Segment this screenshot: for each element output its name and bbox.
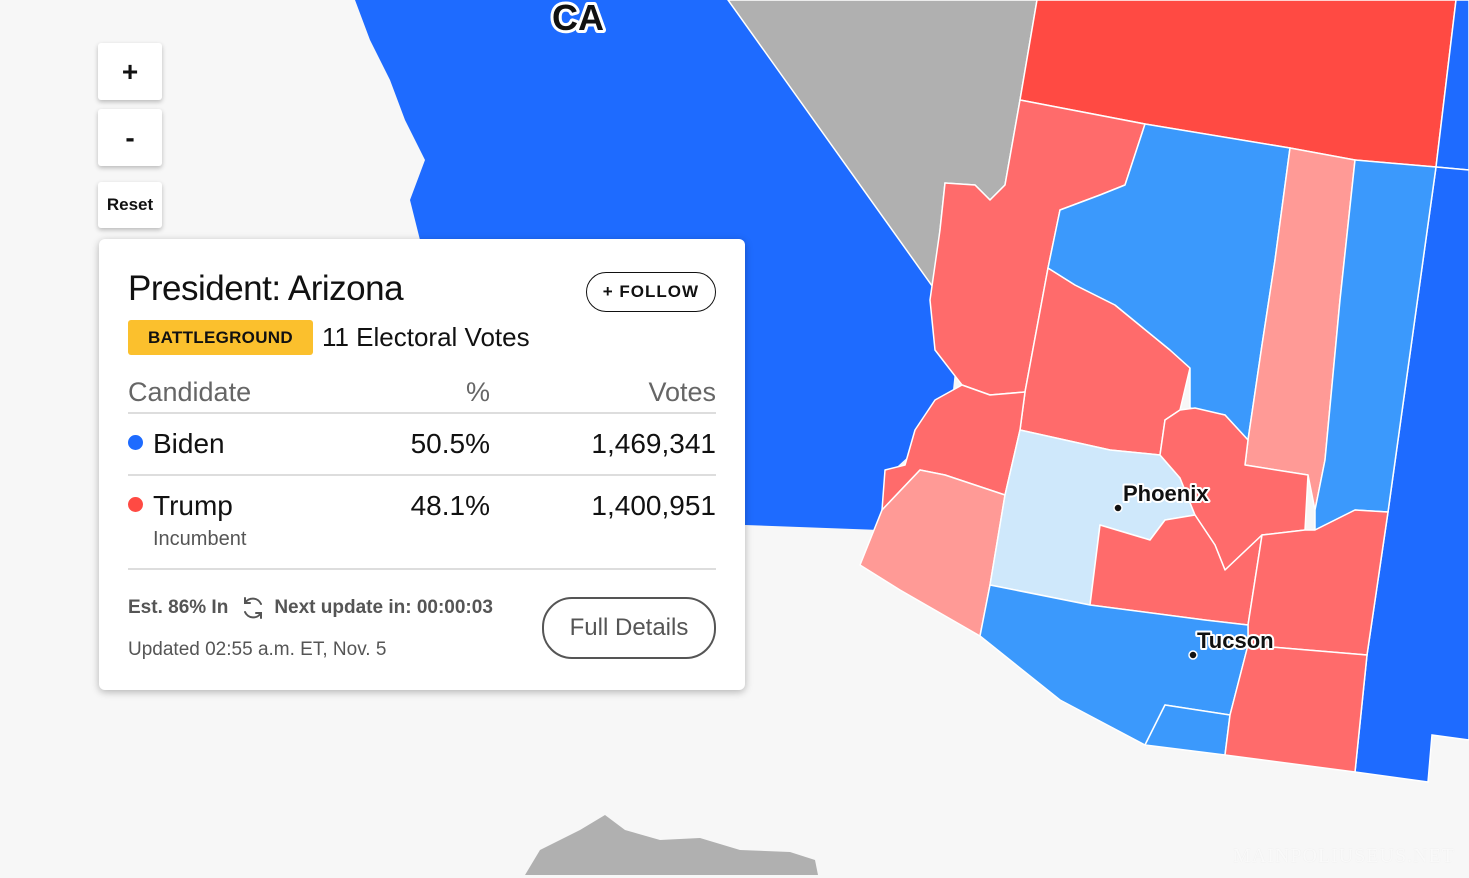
battleground-badge: BATTLEGROUND xyxy=(128,320,313,355)
results-header-row: Candidate % Votes xyxy=(128,372,716,414)
next-update: Next update in: 00:00:03 xyxy=(274,597,493,618)
candidate-votes: 1,400,951 xyxy=(591,490,716,521)
reporting-status: Est. 86% In Next update in: 00:00:03 xyxy=(128,595,493,621)
county-cochise[interactable] xyxy=(1224,644,1368,773)
refresh-icon xyxy=(240,595,266,621)
candidate-name: Trump xyxy=(153,490,233,521)
city-label-phoenix: Phoenix xyxy=(1123,481,1209,506)
incumbent-label: Incumbent xyxy=(153,528,247,550)
follow-button[interactable]: + FOLLOW xyxy=(585,272,716,312)
city-dot-phoenix xyxy=(1113,503,1123,513)
updated-timestamp: Updated 02:55 a.m. ET, Nov. 5 xyxy=(128,639,387,660)
region-colorado[interactable] xyxy=(1435,0,1469,171)
candidate-name: Biden xyxy=(153,428,225,459)
header-votes: Votes xyxy=(648,376,716,407)
est-in: Est. 86% In xyxy=(128,597,229,618)
party-dot-rep xyxy=(128,497,143,512)
reset-button[interactable]: Reset xyxy=(98,182,162,228)
watermark: MAINPOLIUSEUS.NET xyxy=(1233,845,1455,867)
results-panel: President: Arizona + FOLLOW BATTLEGROUND… xyxy=(99,239,745,690)
panel-footer: Est. 86% In Next update in: 00:00:03 Upd… xyxy=(128,595,493,661)
city-dot-tucson xyxy=(1188,650,1198,660)
city-label-tucson: Tucson xyxy=(1197,628,1274,653)
full-details-button[interactable]: Full Details xyxy=(542,597,716,659)
candidate-pct: 48.1% xyxy=(410,490,490,521)
header-candidate: Candidate xyxy=(128,376,252,407)
electoral-votes: 11 Electoral Votes xyxy=(321,322,530,352)
panel-title: President: Arizona xyxy=(128,269,404,308)
header-pct: % xyxy=(465,376,490,407)
state-label-ca: CA xyxy=(552,0,604,38)
region-mexico xyxy=(525,815,818,875)
candidate-pct: 50.5% xyxy=(410,428,490,459)
party-dot-dem xyxy=(128,435,143,450)
arizona-counties xyxy=(859,99,1437,773)
zoom-in-button[interactable]: + xyxy=(98,43,162,100)
zoom-out-button[interactable]: - xyxy=(98,109,162,166)
candidate-votes: 1,469,341 xyxy=(591,428,716,459)
results-table: Candidate % Votes Biden 50.5% 1,469,341 … xyxy=(128,372,716,570)
candidate-row-trump: Trump Incumbent 48.1% 1,400,951 xyxy=(128,476,716,570)
race-subline: BATTLEGROUND 11 Electoral Votes xyxy=(128,320,530,355)
candidate-row-biden: Biden 50.5% 1,469,341 xyxy=(128,414,716,476)
